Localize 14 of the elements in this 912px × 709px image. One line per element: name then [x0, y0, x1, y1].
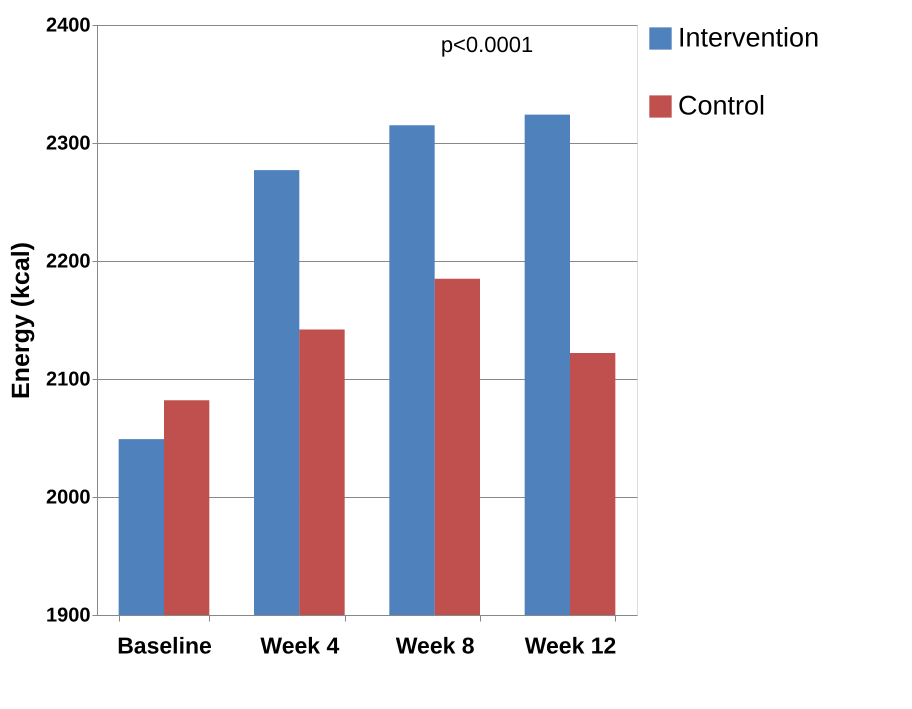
y-axis-title: Energy (kcal) — [7, 242, 36, 400]
y-tick-label: 1900 — [46, 604, 90, 626]
x-tick-label: Baseline — [117, 632, 212, 658]
y-tick-label: 2100 — [46, 368, 90, 390]
x-tick-label: Week 4 — [260, 632, 340, 658]
y-tick-label: 2200 — [46, 250, 90, 272]
legend-label: Control — [678, 90, 766, 120]
annotation: p<0.0001 — [440, 32, 534, 57]
x-tick-label: Week 8 — [396, 632, 475, 658]
y-tick-label: 2400 — [46, 14, 90, 36]
y-tick-label: 2000 — [46, 486, 90, 508]
y-tick-label: 2300 — [46, 132, 90, 154]
legend-label: Intervention — [678, 22, 820, 52]
x-tick-label: Week 12 — [524, 632, 616, 658]
